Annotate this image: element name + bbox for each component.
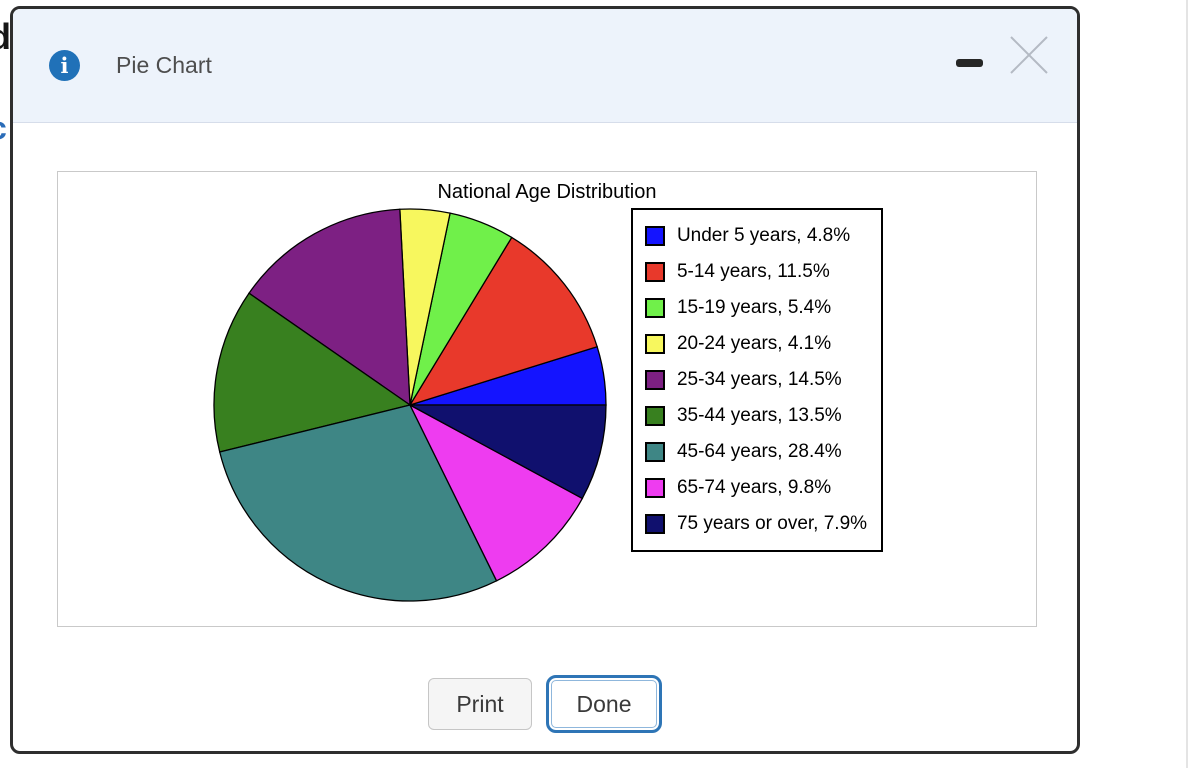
chart-legend: Under 5 years, 4.8% 5-14 years, 11.5% 15-1… xyxy=(630,208,884,552)
window-controls xyxy=(956,33,1051,77)
pie-slice-45-64-years xyxy=(218,404,498,602)
legend-item: 35-44 years, 13.5% xyxy=(644,398,867,434)
pie-chart xyxy=(213,208,607,602)
legend-swatch xyxy=(644,298,665,318)
pie-chart-dialog: i Pie Chart National Age Distribution Un… xyxy=(10,6,1080,754)
minimize-button[interactable] xyxy=(956,59,983,67)
legend-swatch xyxy=(644,262,665,282)
info-icon: i xyxy=(49,50,80,81)
legend-label: 15-19 years, 5.4% xyxy=(676,297,832,318)
background-text-fragment: d xyxy=(0,16,11,58)
pie-slice-75-years-or-over xyxy=(409,404,607,500)
legend-label: 35-44 years, 13.5% xyxy=(676,405,842,426)
legend-item: 15-19 years, 5.4% xyxy=(644,290,867,326)
dialog-footer: Print Done xyxy=(13,675,1077,733)
pie-slice-65-74-years xyxy=(408,403,584,582)
legend-swatch xyxy=(644,406,665,426)
info-icon-glyph: i xyxy=(60,53,69,78)
legend-item: 5-14 years, 11.5% xyxy=(644,254,867,290)
legend-swatch xyxy=(644,478,665,498)
chart-title: National Age Distribution xyxy=(437,181,657,203)
close-icon xyxy=(1010,36,1048,74)
background-text-fragment: c xyxy=(0,110,7,147)
legend-label: 5-14 years, 11.5% xyxy=(676,261,830,282)
legend-label: 75 years or over, 7.9% xyxy=(676,513,868,534)
chart-body: Under 5 years, 4.8% 5-14 years, 11.5% 15-1… xyxy=(58,206,1036,604)
legend-item: Under 5 years, 4.8% xyxy=(644,218,867,254)
legend-label: 20-24 years, 4.1% xyxy=(676,333,832,354)
legend-swatch xyxy=(644,226,665,246)
pie-slice-5-14-years xyxy=(408,236,598,407)
legend-item: 65-74 years, 9.8% xyxy=(644,470,867,506)
legend-label: 65-74 years, 9.8% xyxy=(676,477,832,498)
legend-label: 45-64 years, 28.4% xyxy=(676,441,842,462)
pie-slice-25-34-years xyxy=(248,208,411,407)
print-button[interactable]: Print xyxy=(428,678,532,730)
done-button[interactable]: Done xyxy=(546,675,662,733)
legend-swatch xyxy=(644,442,665,462)
dialog-title: Pie Chart xyxy=(116,52,212,78)
chart-panel: National Age Distribution Under 5 years,… xyxy=(57,171,1037,627)
legend-item: 25-34 years, 14.5% xyxy=(644,362,867,398)
legend-item: 20-24 years, 4.1% xyxy=(644,326,867,362)
legend-label: 25-34 years, 14.5% xyxy=(676,369,842,390)
close-button[interactable] xyxy=(1007,33,1051,77)
legend-swatch xyxy=(644,334,665,354)
legend-label: Under 5 years, 4.8% xyxy=(676,225,851,246)
legend-swatch xyxy=(644,370,665,390)
legend-swatch xyxy=(644,514,665,534)
dialog-header: i Pie Chart xyxy=(13,9,1077,123)
page-scrollbar-track xyxy=(1186,0,1188,768)
legend-item: 45-64 years, 28.4% xyxy=(644,434,867,470)
pie-slice-35-44-years xyxy=(213,292,412,453)
legend-item: 75 years or over, 7.9% xyxy=(644,506,868,542)
